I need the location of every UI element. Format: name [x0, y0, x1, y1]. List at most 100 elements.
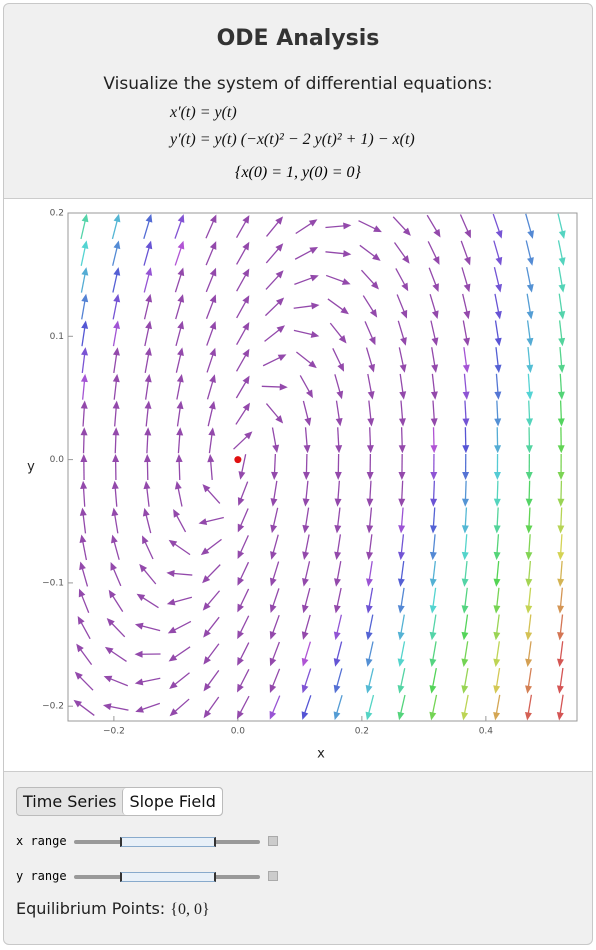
arrow-head — [397, 631, 405, 641]
arrow-shaft — [82, 486, 86, 507]
arrow-head — [308, 219, 318, 227]
slider[interactable] — [74, 872, 260, 882]
arrow-shaft — [205, 273, 215, 293]
expand[interactable] — [268, 871, 278, 881]
arrow-head — [168, 654, 178, 662]
arrow-shaft — [334, 374, 341, 394]
arrow-head — [461, 605, 469, 614]
arrow-head — [309, 246, 319, 254]
arrow-head — [558, 230, 566, 240]
arrow-shaft — [239, 615, 250, 634]
arrow-shaft — [112, 272, 118, 293]
arrow-head — [237, 683, 244, 693]
arrow-head — [145, 320, 152, 330]
arrow-head — [269, 710, 277, 720]
arrow-head — [495, 283, 503, 293]
arrow-shaft — [463, 694, 469, 715]
arrow-head — [203, 629, 211, 638]
arrow-head — [301, 684, 309, 694]
arrow-shaft — [527, 373, 531, 394]
arrow-head — [463, 283, 471, 293]
arrow-head — [112, 454, 120, 463]
arrow-head — [208, 400, 216, 410]
arrow-shaft — [172, 620, 192, 632]
arrow-shaft — [325, 274, 346, 283]
x-tick-label: 0.4 — [479, 727, 494, 737]
arrow-head — [145, 240, 153, 250]
slider-thumb[interactable] — [120, 837, 216, 847]
arrow-shaft — [327, 298, 345, 312]
arrow-head — [271, 471, 279, 480]
arrow-head — [431, 310, 439, 320]
arrow-shaft — [141, 596, 159, 609]
arrow-head — [301, 657, 309, 667]
arrow-shaft — [110, 621, 126, 638]
arrow-shaft — [332, 348, 343, 367]
arrow-shaft — [464, 507, 468, 528]
arrow-shaft — [559, 641, 564, 662]
arrow-shaft — [495, 347, 499, 368]
expand[interactable] — [268, 836, 278, 846]
arrow-head — [493, 551, 501, 561]
arrow-head — [106, 618, 115, 627]
arrow-head — [429, 605, 437, 614]
arrow-head — [113, 293, 121, 303]
arrow-shaft — [496, 400, 499, 421]
arrow-shaft — [369, 480, 372, 501]
arrow-shaft — [431, 641, 437, 662]
arrow-head — [366, 525, 374, 534]
arrow-head — [176, 427, 184, 436]
arrow-shaft — [559, 560, 563, 581]
arrow-head — [340, 306, 349, 315]
arrow-head — [493, 685, 501, 694]
arrow-head — [366, 498, 374, 507]
arrow-head — [144, 400, 152, 409]
tab[interactable]: Slope Field — [122, 788, 222, 815]
arrow-shaft — [143, 219, 151, 240]
tab[interactable]: Time Series — [23, 792, 117, 811]
arrow-shaft — [273, 480, 278, 501]
arrow-head — [526, 364, 534, 373]
arrow-head — [433, 228, 441, 238]
arrow-head — [302, 524, 310, 534]
arrow-shaft — [293, 329, 314, 336]
arrow-head — [143, 480, 151, 490]
arrow-head — [302, 471, 310, 480]
arrow-shaft — [400, 534, 405, 555]
arrow-head — [203, 682, 212, 692]
arrow-shaft — [143, 246, 151, 266]
arrow-shaft — [206, 326, 215, 346]
arrow-head — [525, 578, 533, 587]
arrow-shaft — [261, 385, 282, 388]
arrow-head — [366, 551, 374, 561]
arrow-head — [557, 632, 565, 641]
slider[interactable] — [74, 837, 260, 847]
arrow-shaft — [557, 213, 564, 234]
arrow-shaft — [431, 373, 436, 394]
equilibrium: Equilibrium Points: {0, 0} — [16, 899, 210, 919]
arrow-head — [80, 427, 88, 436]
arrow-shaft — [463, 641, 469, 662]
arrow-head — [429, 685, 437, 694]
arrow-head — [112, 373, 120, 383]
slider-row: x range — [16, 834, 278, 848]
arrow-head — [366, 445, 374, 454]
arrow-head — [398, 498, 406, 507]
plot-area: x y −0.2 0.0 0.2 0.4 −0.2 −0.1 0.0 0.1 0.2 — [4, 198, 592, 772]
arrow-head — [136, 593, 146, 601]
arrow-shaft — [335, 400, 341, 421]
arrow-head — [557, 471, 565, 480]
arrow-head — [365, 578, 373, 587]
arrow-shaft — [294, 249, 314, 260]
slider-thumb[interactable] — [120, 872, 216, 882]
arrow-head — [525, 658, 533, 668]
arrow-head — [558, 311, 566, 320]
arrow-head — [269, 577, 277, 587]
arrow-head — [81, 213, 89, 223]
arrow-head — [462, 364, 470, 373]
y-tick-label: −0.2 — [42, 702, 64, 712]
arrow-head — [369, 336, 376, 346]
arrow-shaft — [463, 347, 468, 368]
arrow-head — [167, 626, 177, 634]
arrow-head — [335, 445, 343, 454]
